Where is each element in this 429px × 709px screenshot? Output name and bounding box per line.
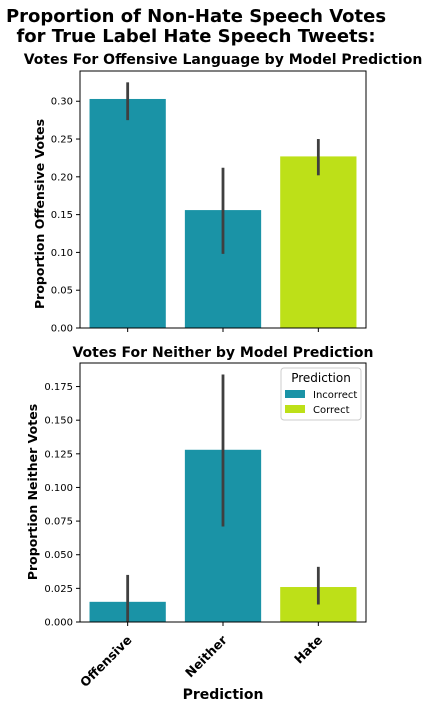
offensive-bar-offensive [89, 98, 166, 328]
neither-y-tick-label-1: 0.025 [44, 584, 73, 595]
figure-title-line-1: Proportion of Non-Hate Speech Votes [6, 6, 386, 27]
neither-plot-frame [79, 362, 367, 623]
offensive-panel-title: Votes For Offensive Language by Model Pr… [24, 52, 423, 68]
neither-y-tick-label-6: 0.150 [44, 416, 73, 427]
neither-y-axis-label: Proportion Neither Votes [25, 404, 40, 580]
neither-panel-title: Votes For Neither by Model Prediction [72, 345, 373, 361]
neither-y-tick-label-3: 0.075 [44, 517, 73, 528]
legend-title: Prediction [291, 371, 351, 385]
offensive-y-tick-label-0: 0.00 [51, 324, 73, 335]
x-tick-label-hate: Hate [291, 632, 325, 666]
x-tick-label-offensive: Offensive [77, 632, 135, 690]
offensive-y-tick-label-3: 0.15 [51, 210, 73, 221]
offensive-y-tick-label-6: 0.30 [51, 97, 73, 108]
offensive-y-tick-label-5: 0.25 [51, 135, 73, 146]
x-axis-label: Prediction [183, 687, 264, 703]
neither-y-tick-label-0: 0.000 [44, 618, 73, 629]
neither-votes-panel: Votes For Neither by Model Prediction Pr… [25, 345, 374, 703]
neither-y-tick-label-2: 0.050 [44, 550, 73, 561]
legend-swatch-incorrect [285, 390, 305, 398]
offensive-y-tick-label-2: 0.10 [51, 248, 73, 259]
offensive-plot-frame [79, 70, 367, 329]
legend-label-correct: Correct [313, 405, 350, 416]
offensive-votes-panel: Votes For Offensive Language by Model Pr… [24, 52, 423, 335]
offensive-bar-hate [280, 156, 357, 328]
legend: Prediction Incorrect Correct [280, 367, 362, 421]
offensive-y-tick-label-4: 0.20 [51, 172, 73, 183]
neither-bar-marks: Offensive Neither Hate 0.000 0.025 0.050 0.075… [44, 374, 357, 690]
neither-y-tick-label-7: 0.175 [44, 382, 73, 393]
figure-title-line-2: for True Label Hate Speech Tweets: [16, 26, 375, 47]
legend-swatch-correct [285, 405, 305, 413]
offensive-y-tick-label-1: 0.05 [51, 286, 73, 297]
neither-y-tick-label-5: 0.125 [44, 449, 73, 460]
offensive-bar-marks: 0.00 0.05 0.10 0.15 0.20 0.25 0.30 [51, 82, 357, 335]
offensive-y-axis-label: Proportion Offensive Votes [32, 119, 47, 309]
x-tick-label-neither: Neither [182, 632, 230, 680]
neither-y-tick-label-4: 0.100 [44, 483, 73, 494]
legend-label-incorrect: Incorrect [313, 390, 357, 401]
